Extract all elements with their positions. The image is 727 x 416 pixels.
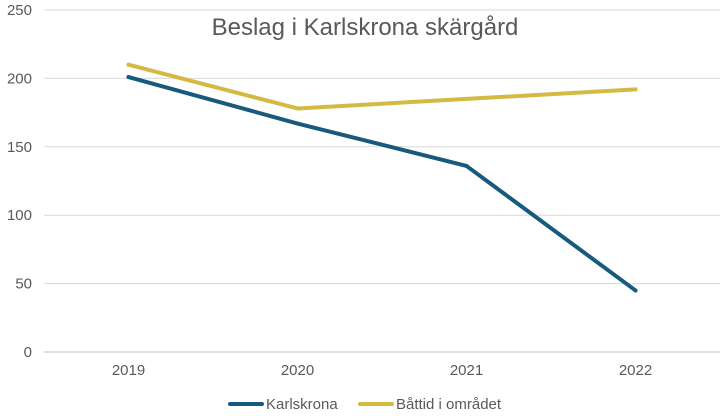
- y-tick-label: 250: [7, 2, 32, 19]
- x-tick-label: 2019: [112, 362, 145, 379]
- data-point: [633, 288, 638, 293]
- x-tick-label: 2022: [619, 362, 652, 379]
- y-axis-ticks: 0 50 100 150 200 250: [7, 2, 32, 361]
- y-tick-label: 200: [7, 70, 32, 87]
- x-tick-label: 2020: [281, 362, 314, 379]
- y-tick-label: 150: [7, 139, 32, 156]
- legend-label: Karlskrona: [266, 396, 338, 413]
- legend: Karlskrona Båttid i området: [228, 396, 502, 413]
- series-line-1: [126, 62, 638, 111]
- chart-title: Beslag i Karlskrona skärgård: [212, 14, 519, 41]
- series-line-0: [126, 75, 638, 293]
- legend-label: Båttid i området: [396, 396, 502, 413]
- data-point: [126, 75, 131, 80]
- y-tick-label: 0: [24, 344, 32, 361]
- x-tick-label: 2021: [450, 362, 483, 379]
- data-point: [295, 106, 300, 111]
- data-point: [464, 96, 469, 101]
- x-axis-ticks: 2019 2020 2021 2022: [112, 362, 652, 379]
- data-point: [464, 163, 469, 168]
- gridlines: [44, 9, 720, 353]
- data-point: [126, 62, 131, 67]
- y-tick-label: 50: [15, 276, 32, 293]
- series-lines: [126, 62, 638, 293]
- data-point: [633, 87, 638, 92]
- y-tick-label: 100: [7, 207, 32, 224]
- data-point: [295, 121, 300, 126]
